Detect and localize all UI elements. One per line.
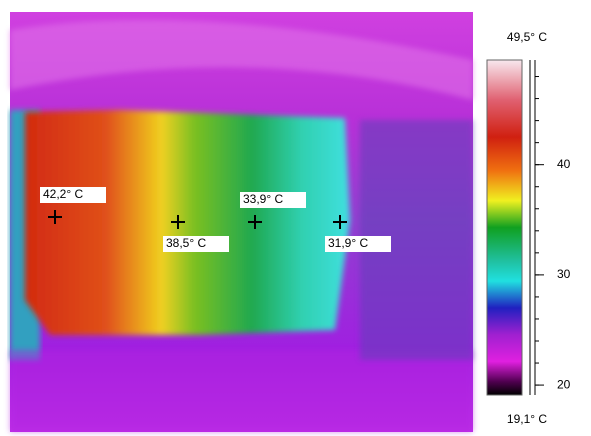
thermal-view: 42,2° C 38,5° C 33,9° C 31,9° C 49,5° C 19,1…: [0, 0, 591, 436]
tick-label: 30: [557, 267, 571, 281]
temperature-label: 33,9° C: [243, 192, 283, 206]
thermal-image: [10, 12, 473, 432]
scale-min-label: 19,1° C: [507, 412, 547, 426]
scale-max-label: 49,5° C: [507, 30, 547, 44]
temperature-label: 42,2° C: [43, 187, 83, 201]
temperature-label: 38,5° C: [166, 236, 206, 250]
temperature-label: 31,9° C: [328, 236, 368, 250]
tick-label: 20: [557, 377, 571, 391]
warm-panel: [25, 110, 350, 335]
color-scale: [487, 60, 522, 395]
tick-label: 40: [557, 157, 571, 171]
